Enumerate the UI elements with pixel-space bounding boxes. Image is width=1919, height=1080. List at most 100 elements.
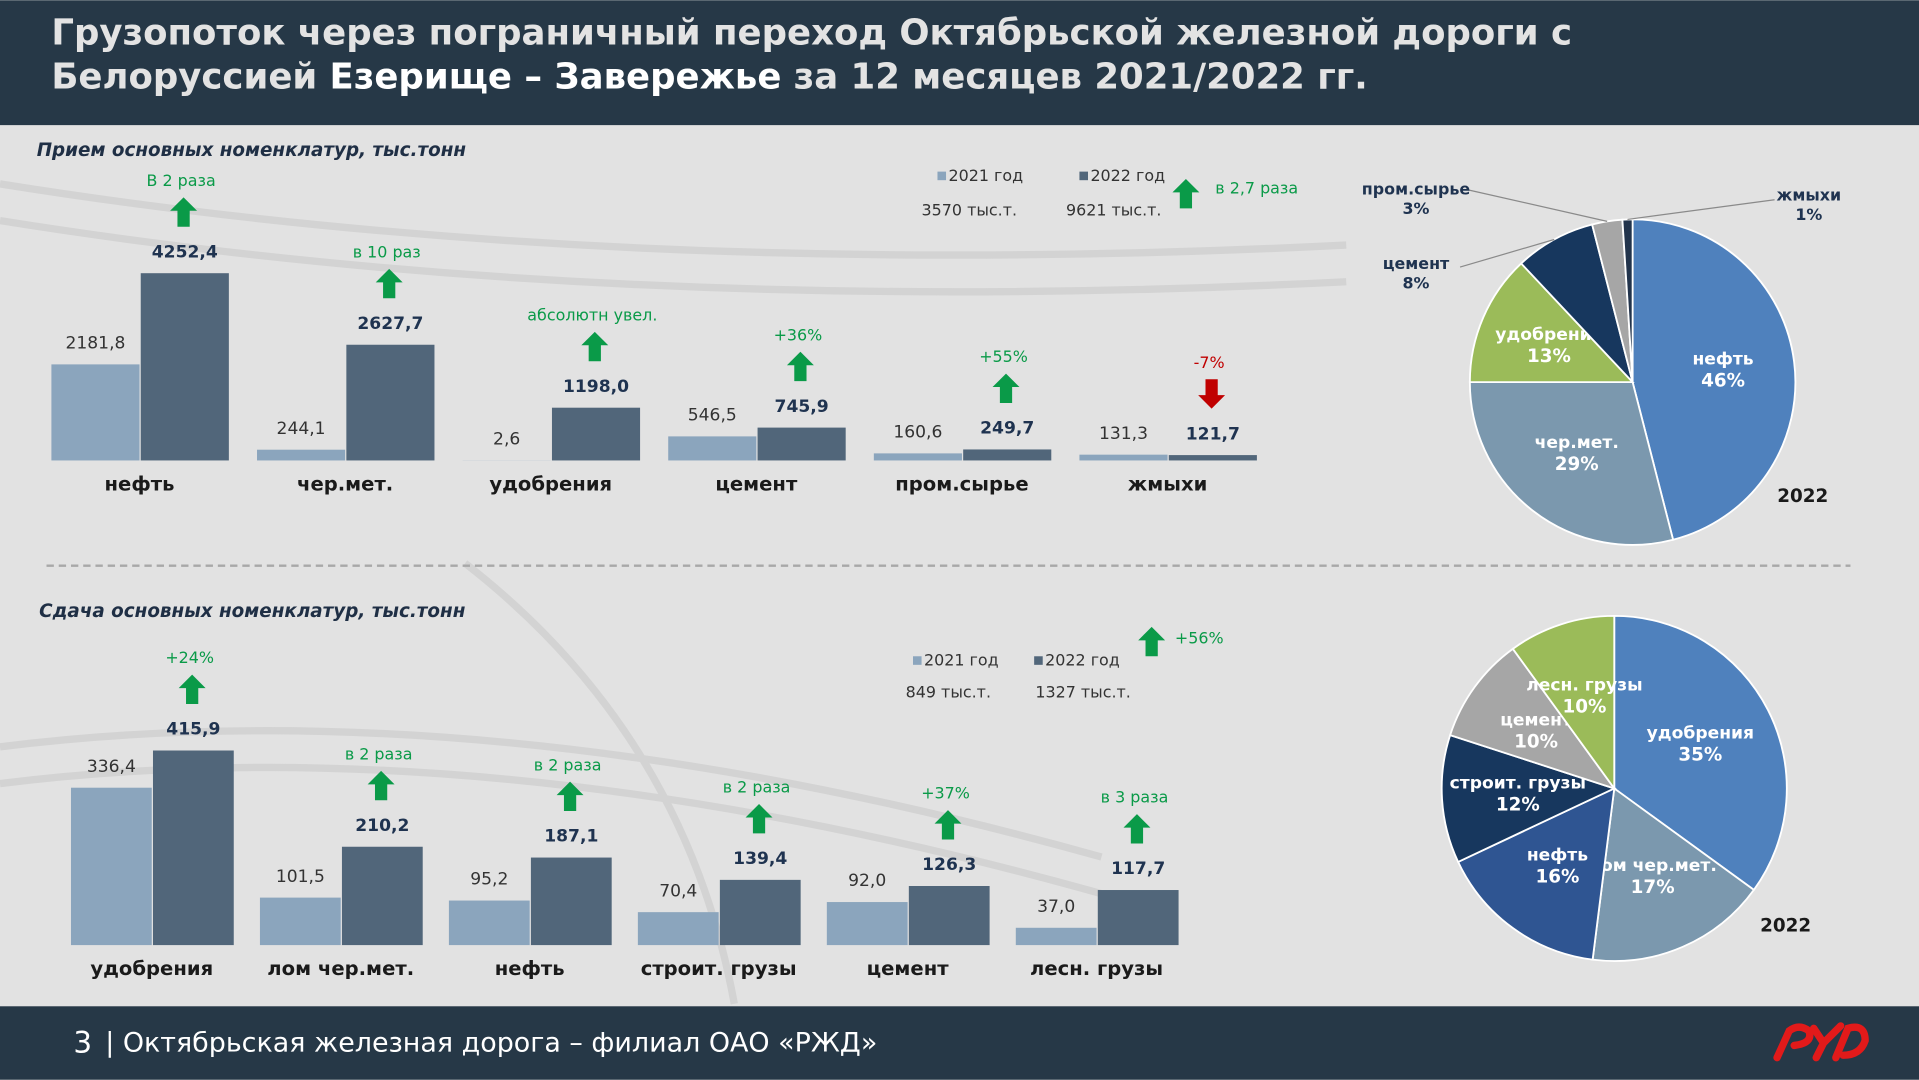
bar	[637, 912, 719, 946]
value-label: 1198,0	[563, 377, 629, 397]
value-label: 2,6	[493, 430, 520, 450]
pie-slice	[1456, 786, 1616, 961]
change-arrow	[745, 803, 773, 834]
logo-stroke	[1832, 1023, 1869, 1062]
pie-label: 2022	[1777, 486, 1828, 507]
page-number: 3	[73, 1026, 92, 1060]
logo-stroke	[1773, 1023, 1814, 1062]
value-label: 131,3	[1099, 424, 1148, 444]
pie-value: 10%	[1514, 732, 1558, 753]
pie-value: 35%	[1678, 745, 1722, 766]
category-label: жмыхи	[1128, 472, 1208, 495]
pie-value: 29%	[1555, 454, 1599, 475]
change-label: +55%	[979, 347, 1028, 366]
leader-line	[1459, 238, 1555, 268]
bar	[757, 427, 846, 461]
bar	[908, 886, 990, 946]
pie-value: 17%	[1631, 877, 1675, 898]
pie-category: нефть	[1527, 846, 1588, 866]
bar	[551, 407, 641, 461]
value-label: 121,7	[1186, 424, 1240, 444]
value-label: 101,5	[276, 867, 325, 887]
change-arrow	[178, 674, 206, 704]
change-label: в 2 раза	[534, 755, 602, 774]
bar	[448, 900, 530, 946]
bar	[1015, 927, 1097, 946]
value-label: 95,2	[470, 870, 508, 890]
value-label: 70,4	[659, 881, 697, 901]
category-label: удобрения	[90, 957, 213, 980]
logo	[1773, 1022, 1869, 1062]
logo-stroke	[1810, 1022, 1845, 1062]
pie-category: удобрения	[1495, 325, 1602, 345]
pie-value: 8%	[1402, 274, 1429, 293]
pie-category: лесн. грузы	[1526, 676, 1642, 696]
pie-category: пром.сырье	[1362, 179, 1471, 198]
value-label: 117,7	[1111, 859, 1165, 879]
change-arrow	[992, 373, 1020, 403]
change-label: +36%	[774, 325, 823, 344]
bar	[873, 453, 962, 461]
value-label: 2181,8	[65, 334, 125, 354]
leader-line	[1468, 189, 1608, 222]
pie-category: лом чер.мет.	[1588, 856, 1716, 876]
change-arrow	[934, 810, 962, 840]
pie-label: 2022	[1760, 916, 1811, 937]
value-label: 210,2	[355, 816, 409, 836]
legend-total: 849 тыс.т.	[906, 682, 991, 701]
value-label: 2627,7	[357, 314, 423, 334]
track	[0, 727, 1103, 861]
pie-category: жмыхи	[1777, 186, 1842, 205]
pie-slice	[1440, 733, 1617, 864]
pie-value: 12%	[1496, 795, 1540, 816]
footer-text: | Октябрьская железная дорога – филиал О…	[105, 1028, 877, 1059]
category-label: чер.мет.	[297, 472, 393, 495]
change-arrow	[1138, 626, 1166, 657]
pie-slice	[1468, 381, 1675, 546]
legend-total: 3570 тыс.т.	[922, 200, 1017, 219]
value-label: 546,5	[688, 406, 737, 426]
total-change: +56%	[1175, 629, 1224, 648]
change-arrow	[1123, 814, 1151, 844]
legend-total: 1327 тыс.т.	[1035, 682, 1130, 701]
change-label: -7%	[1194, 353, 1225, 372]
pie-value: 3%	[1402, 199, 1429, 218]
value-label: 37,0	[1037, 897, 1075, 917]
value-label: 745,9	[775, 397, 829, 417]
pie-value: 1%	[1795, 205, 1822, 224]
bar	[719, 879, 801, 946]
leader-line	[1627, 199, 1775, 221]
value-label: 244,1	[277, 419, 326, 439]
value-label: 415,9	[166, 720, 220, 740]
title: Грузопоток через пограничный переход Окт…	[51, 13, 1572, 54]
change-label: +37%	[921, 784, 970, 803]
legend-swatch	[1079, 171, 1089, 181]
pie-slice	[1468, 262, 1635, 384]
category-label: нефть	[495, 957, 565, 980]
pie-value: 13%	[1527, 346, 1571, 367]
legend-swatch	[912, 656, 922, 665]
bar	[51, 364, 140, 461]
bar	[140, 273, 229, 461]
category-label: нефть	[105, 472, 175, 495]
pie-category: нефть	[1692, 350, 1753, 370]
bar	[963, 449, 1052, 461]
legend-swatch	[1034, 656, 1043, 665]
change-arrow	[786, 351, 814, 382]
title-part: за 12 месяцев 2021/2022 гг.	[794, 57, 1368, 98]
change-arrow	[556, 781, 584, 812]
change-arrow	[367, 770, 395, 801]
value-label: 92,0	[848, 871, 886, 891]
bar	[259, 897, 341, 946]
header-bar	[0, 0, 1919, 126]
change-label: в 10 раз	[353, 242, 421, 261]
change-label: абсолютн увел.	[527, 305, 657, 324]
change-label: в 3 раза	[1101, 788, 1169, 807]
change-arrow	[1198, 379, 1226, 409]
category-label: лом чер.мет.	[267, 957, 414, 980]
title: Белоруссией Езерище – Завережье за 12 меся…	[51, 57, 1367, 98]
pie-category: удобрения	[1647, 724, 1754, 744]
category-label: лесн. грузы	[1030, 957, 1163, 980]
bar	[70, 787, 152, 946]
pie-category: чер.мет.	[1535, 433, 1619, 453]
